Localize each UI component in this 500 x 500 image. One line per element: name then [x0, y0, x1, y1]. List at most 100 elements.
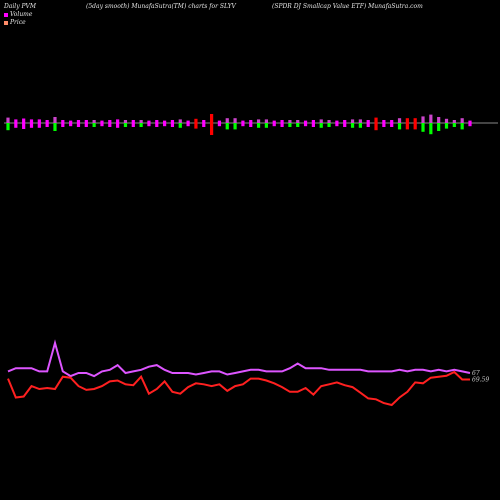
volume-bar: [249, 120, 253, 123]
volume-bar-lower: [108, 123, 112, 127]
volume-bar: [225, 118, 229, 123]
volume-bar-lower: [14, 123, 18, 128]
volume-bar: [397, 118, 402, 123]
header-right: (SPDR DJ Smallcap Value ETF) MunafaSutra…: [272, 3, 423, 10]
volume-bar: [405, 118, 409, 123]
volume-bar: [264, 119, 269, 123]
volume-bar: [374, 117, 378, 123]
volume-bar-lower: [405, 123, 409, 130]
volume-bar-lower: [343, 123, 347, 127]
volume-bar-lower: [186, 123, 190, 127]
volume-bar-lower: [225, 123, 229, 130]
volume-bar: [37, 119, 41, 123]
volume-bar-lower: [139, 123, 143, 127]
volume-bar: [108, 120, 112, 123]
volume-bar-lower: [444, 123, 449, 129]
volume-bar-lower: [460, 123, 464, 130]
volume-bar-lower: [116, 123, 120, 128]
volume-bar: [163, 120, 167, 123]
volume-bar-lower: [429, 123, 433, 135]
volume-bar-lower: [6, 123, 10, 131]
volume-bar-lower: [131, 123, 135, 127]
volume-bar: [460, 118, 464, 123]
volume-bar-lower: [209, 123, 214, 135]
volume-bar: [296, 120, 300, 123]
price-end-label: 69.59: [472, 377, 489, 384]
volume-bar: [452, 120, 456, 123]
volume-bar-lower: [178, 123, 182, 128]
volume-bar: [92, 120, 96, 123]
volume-bar-lower: [366, 123, 370, 127]
volume-bar-lower: [194, 123, 198, 129]
volume-bar: [69, 120, 73, 123]
volume-bar-lower: [61, 123, 65, 127]
volume-bar: [233, 118, 237, 123]
volume-bar: [358, 119, 362, 123]
volume-bar: [45, 120, 49, 123]
volume-bar-lower: [233, 123, 237, 130]
volume-bar: [390, 120, 394, 123]
volume-bar-lower: [202, 123, 206, 127]
legend-swatch-volume: [4, 12, 8, 17]
volume-bar-lower: [288, 123, 292, 127]
legend-item-volume: Volume: [4, 11, 32, 18]
volume-bar: [186, 120, 190, 123]
volume-bar-lower: [123, 123, 128, 127]
volume-bar-lower: [390, 123, 394, 127]
volume-bar: [366, 120, 370, 123]
volume-bar: [241, 120, 245, 123]
volume-bar: [131, 120, 135, 123]
volume-bar: [194, 118, 198, 123]
volume-bar-lower: [397, 123, 402, 130]
volume-bar: [382, 120, 386, 123]
volume-bar-lower: [335, 123, 339, 127]
volume-bar: [53, 117, 57, 123]
legend-label-volume: Volume: [10, 11, 33, 18]
volume-bar: [327, 120, 331, 123]
volume-bar: [170, 120, 175, 123]
volume-bar: [6, 117, 10, 123]
volume-bar-lower: [327, 123, 331, 127]
volume-bar-lower: [92, 123, 96, 127]
volume-bar: [217, 120, 222, 123]
volume-bar: [303, 120, 308, 123]
volume-bar: [209, 114, 214, 123]
volume-bar: [29, 119, 34, 123]
volume-bar-lower: [319, 123, 323, 128]
volume-bar-lower: [100, 123, 104, 127]
volume-bar: [147, 120, 151, 123]
header-center: (5day smooth) MunafaSutra(TM) charts for…: [86, 3, 236, 10]
volume-bar-lower: [272, 123, 276, 127]
volume-bar: [437, 117, 441, 123]
volume-bar-lower: [256, 123, 261, 128]
volume-bar-lower: [155, 123, 159, 127]
volume-bar-lower: [69, 123, 73, 127]
volume-bar: [84, 120, 88, 123]
volume-bar: [100, 120, 104, 123]
volume-bar: [413, 118, 417, 123]
volume-bar: [288, 120, 292, 123]
volume-bar-lower: [163, 123, 167, 127]
volume-bar-lower: [217, 123, 222, 127]
volume-bar: [123, 120, 128, 123]
volume-bar: [178, 119, 182, 123]
volume-bar-lower: [84, 123, 88, 127]
volume-bar-lower: [382, 123, 386, 127]
volume-bar-lower: [22, 123, 26, 129]
volume-bar: [311, 120, 315, 123]
volume-bar: [429, 114, 433, 123]
legend-label-price: Price: [10, 19, 26, 26]
volume-bar-lower: [413, 123, 417, 130]
volume-bar: [14, 119, 18, 123]
volume-bar-lower: [350, 123, 355, 128]
volume-bar: [350, 119, 355, 123]
volume-bar-lower: [45, 123, 49, 127]
volume-bar-lower: [53, 123, 57, 131]
volume-bar-lower: [303, 123, 308, 127]
volume-bar: [421, 116, 425, 123]
volume-bar: [61, 120, 65, 123]
volume-bar: [319, 119, 323, 123]
volume-bar: [139, 120, 143, 123]
